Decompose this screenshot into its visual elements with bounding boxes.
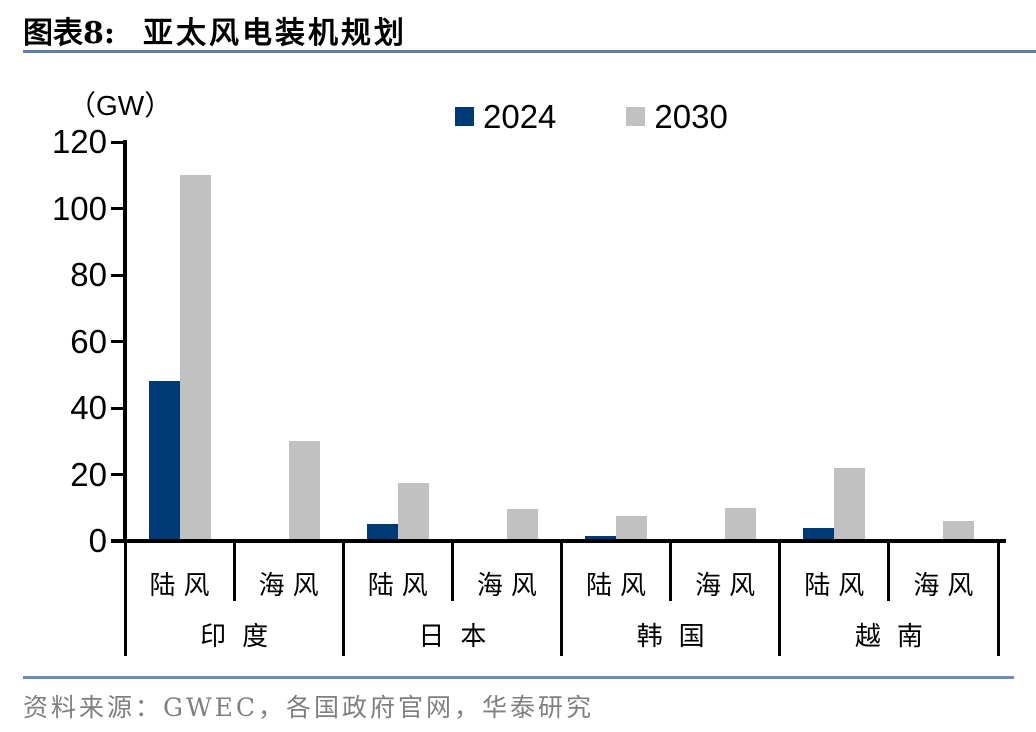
category-group-divider — [560, 541, 563, 656]
legend-item-2024: 2024 — [455, 100, 556, 133]
x-group-label: 韩国 — [636, 622, 721, 652]
y-tick-label: 80 — [70, 256, 107, 293]
y-axis-tick — [111, 340, 125, 343]
y-axis-line — [123, 140, 127, 543]
y-tick-label: 20 — [70, 455, 107, 493]
y-axis-unit-label: （GW） — [68, 90, 173, 121]
title-underline — [23, 50, 1036, 53]
x-category-label: 陆风 — [149, 571, 218, 601]
y-tick-label: 60 — [70, 322, 107, 360]
x-category-label: 海风 — [258, 571, 327, 601]
x-category-label: 陆风 — [804, 571, 873, 601]
y-axis-tick — [111, 273, 125, 277]
bar-2030-印度-陆风 — [179, 175, 211, 541]
category-group-divider — [996, 541, 1000, 656]
bar-2030-越南-海风 — [943, 521, 975, 541]
chart-legend: 2024 2030 — [455, 100, 728, 133]
legend-swatch-2024 — [455, 107, 474, 126]
y-axis-tick — [111, 140, 125, 144]
bar-2030-日本-陆风 — [397, 482, 429, 541]
bar-2030-越南-陆风 — [834, 467, 866, 541]
x-category-label: 海风 — [695, 571, 764, 601]
bar-2024-印度-陆风 — [148, 381, 180, 541]
y-axis-tick — [111, 207, 125, 210]
legend-swatch-2030 — [626, 107, 646, 126]
bar-2024-日本-陆风 — [366, 524, 398, 541]
category-group-divider — [123, 541, 127, 656]
y-tick-label: 100 — [51, 189, 107, 227]
category-group-divider — [341, 541, 345, 656]
x-category-label: 陆风 — [367, 571, 436, 601]
x-axis-baseline — [111, 539, 1006, 543]
legend-label-2030: 2030 — [654, 98, 728, 135]
y-axis-tick — [111, 406, 125, 410]
y-axis-tick — [111, 473, 125, 476]
category-divider — [232, 541, 236, 601]
legend-item-2030: 2030 — [626, 98, 728, 135]
bar-2024-越南-陆风 — [803, 527, 835, 541]
bar-2030-日本-海风 — [506, 509, 538, 541]
figure-number-label: 图表8: — [23, 16, 115, 51]
category-group-divider — [778, 541, 782, 656]
y-tick-label: 120 — [51, 123, 107, 160]
x-group-label: 越南 — [854, 622, 939, 652]
bar-2030-韩国-陆风 — [616, 516, 648, 541]
x-category-label: 海风 — [476, 571, 545, 601]
x-category-label: 海风 — [913, 571, 982, 601]
bar-2030-印度-海风 — [288, 441, 320, 541]
legend-label-2024: 2024 — [483, 98, 557, 135]
bar-2024-韩国-陆风 — [585, 536, 617, 541]
category-divider — [669, 541, 673, 601]
y-tick-label: 40 — [70, 389, 107, 426]
figure-title: 亚太风电装机规划 — [142, 16, 407, 51]
source-text: 资料来源：GWEC，各国政府官网，华泰研究 — [23, 693, 595, 722]
x-category-label: 陆风 — [586, 571, 655, 601]
bar-2030-韩国-海风 — [725, 507, 757, 541]
x-group-label: 日本 — [418, 622, 503, 652]
figure-header: 图表8: 亚太风电装机规划 — [23, 8, 407, 52]
x-group-label: 印度 — [200, 622, 285, 652]
category-divider — [887, 541, 891, 601]
source-divider — [23, 676, 1014, 679]
y-tick-label: 0 — [88, 522, 107, 559]
category-divider — [450, 541, 454, 601]
